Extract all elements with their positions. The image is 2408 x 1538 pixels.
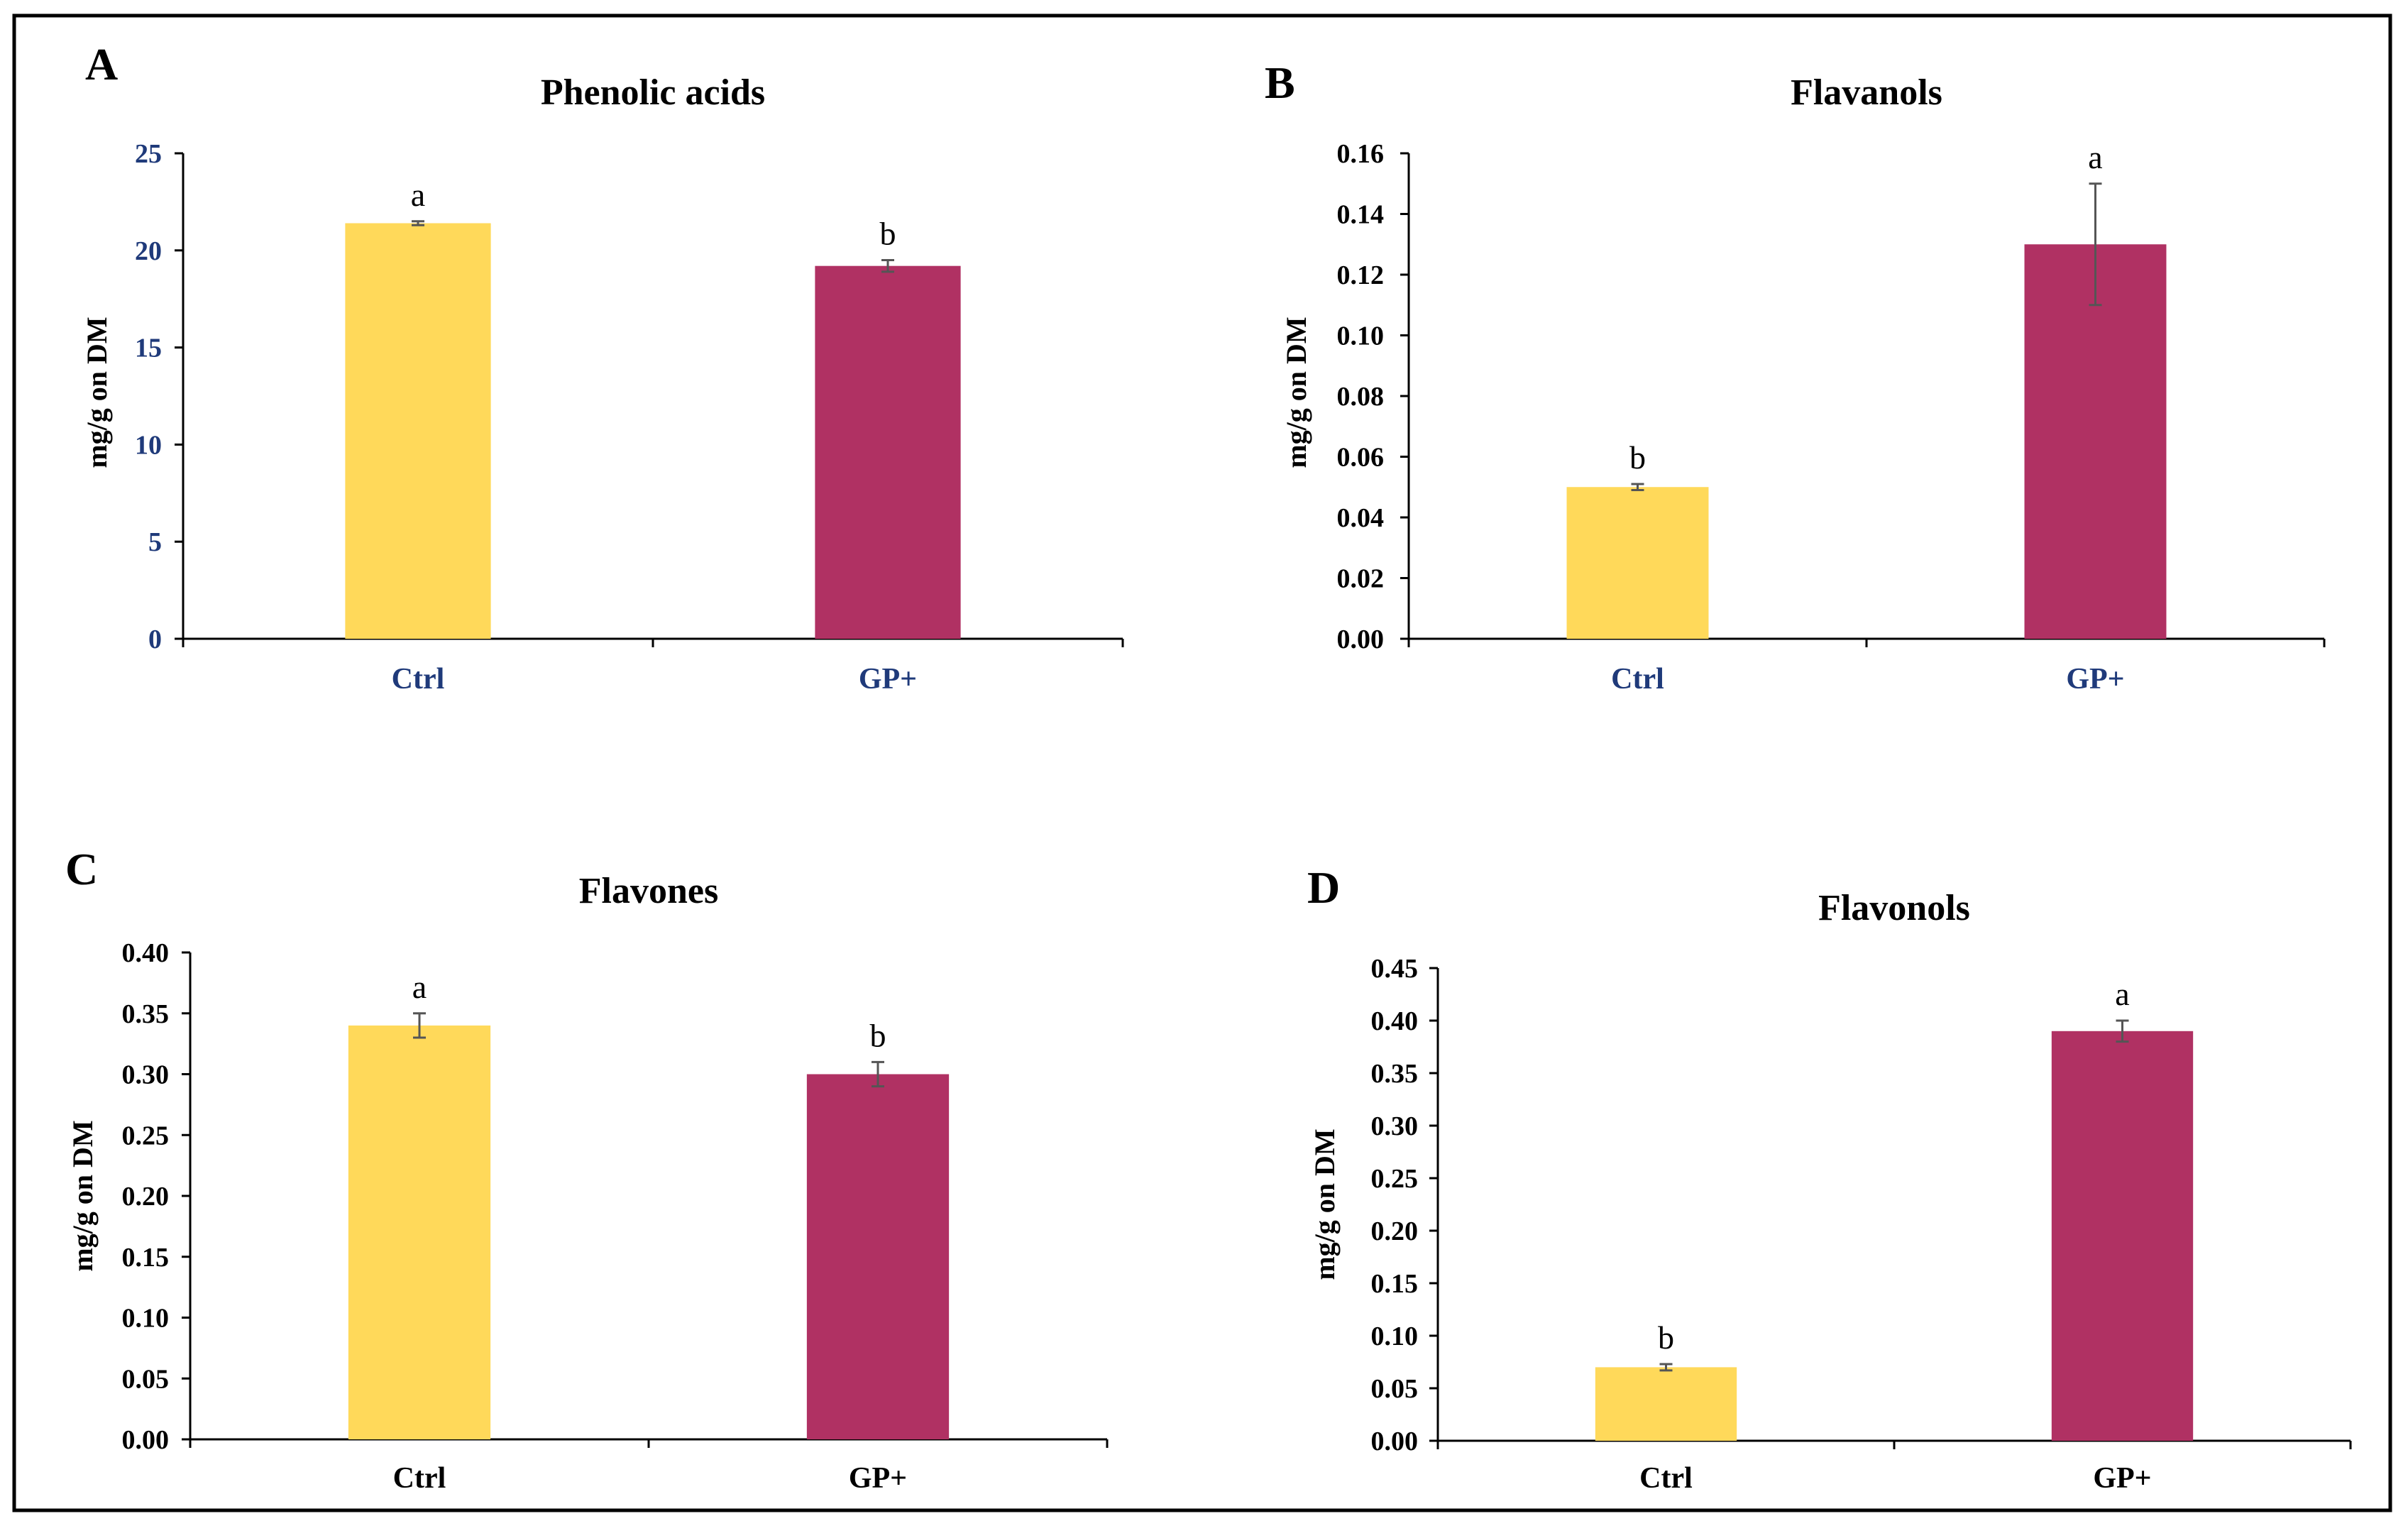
y-tick-label-a: 15 [135,334,162,363]
y-tick-label-d: 0.10 [1371,1322,1419,1351]
y-tick-label-c: 0.20 [122,1182,170,1212]
chart-title-d: Flavonols [1818,888,1970,928]
x-category-label-d: GP+ [2093,1462,2151,1495]
y-tick-label-b: 0.10 [1337,322,1385,351]
y-tick-label-b: 0.04 [1337,503,1385,533]
figure-border [12,13,2392,1512]
y-tick-label-c: 0.00 [122,1425,170,1455]
panel-c: C Flavones mg/g on DM 0.00 0.05 0.10 0.15 0.20 0… [65,844,1109,1495]
y-tick-label-d: 0.25 [1371,1164,1419,1194]
x-category-label-c: GP+ [849,1462,907,1495]
significance-letter-a: a [411,177,425,213]
y-tick-label-a: 10 [135,430,162,460]
significance-letter-c: a [412,969,427,1005]
y-axis-label-b: mg/g on DM [1280,317,1312,468]
panel-d: D Flavonols mg/g on DM 0.00 0.05 0.10 0.15 0.20… [1307,862,2352,1495]
panel-a: A Phenolic acids mg/g on DM 0 5 10 15 20 25 a Ctrl… [81,39,1124,696]
x-category-label-a: Ctrl [392,663,445,696]
bar-c-gp [806,1074,950,1439]
y-tick-label-b: 0.16 [1337,139,1385,169]
y-tick-label-d: 0.45 [1371,954,1419,984]
bar-a-ctrl [345,223,491,639]
y-tick-label-d: 0.00 [1371,1427,1419,1456]
panel-letter-d: D [1307,862,1340,913]
panel-letter-b: B [1265,57,1295,108]
y-tick-label-d: 0.15 [1371,1269,1419,1299]
chart-title-b: Flavanols [1791,72,1942,113]
significance-letter-b: a [2088,139,2102,175]
bar-b-ctrl [1566,487,1709,639]
y-tick-label-b: 0.14 [1337,200,1385,230]
y-tick-label-d: 0.40 [1371,1006,1419,1036]
bar-d-ctrl [1595,1367,1737,1441]
y-tick-label-a: 0 [148,625,162,654]
x-category-label-b: Ctrl [1611,663,1664,696]
y-tick-label-b: 0.00 [1337,625,1385,654]
y-tick-label-b: 0.02 [1337,564,1385,594]
y-tick-label-c: 0.35 [122,999,170,1029]
bar-d-gp [2051,1031,2194,1441]
y-tick-label-b: 0.06 [1337,443,1385,473]
significance-letter-c: b [870,1017,886,1053]
y-tick-label-d: 0.35 [1371,1059,1419,1089]
chart-title-a: Phenolic acids [541,72,765,113]
y-tick-label-c: 0.10 [122,1304,170,1334]
bar-b-gp [2024,244,2167,639]
chart-title-c: Flavones [579,871,718,911]
y-tick-label-d: 0.05 [1371,1374,1419,1404]
bar-a-gp [815,265,961,639]
x-category-label-b: GP+ [2066,663,2124,696]
bar-c-ctrl [348,1025,491,1439]
y-tick-label-b: 0.08 [1337,382,1385,412]
x-category-label-c: Ctrl [393,1462,446,1495]
x-category-label-a: GP+ [859,663,917,696]
significance-letter-d: a [2115,976,2129,1012]
significance-letter-a: b [880,215,896,251]
y-axis-label-a: mg/g on DM [81,317,113,468]
y-tick-label-a: 5 [148,527,162,557]
y-axis-label-d: mg/g on DM [1309,1128,1341,1280]
y-tick-label-c: 0.15 [122,1243,170,1273]
y-tick-label-c: 0.05 [122,1364,170,1394]
y-axis-label-c: mg/g on DM [67,1120,99,1271]
y-tick-label-a: 25 [135,139,162,169]
x-category-label-d: Ctrl [1639,1462,1693,1495]
y-tick-label-c: 0.25 [122,1121,170,1150]
panel-letter-a: A [85,39,118,89]
y-tick-label-d: 0.30 [1371,1111,1419,1141]
y-tick-label-c: 0.30 [122,1060,170,1090]
significance-letter-d: b [1658,1319,1674,1356]
panel-letter-c: C [65,844,98,894]
significance-letter-b: b [1629,439,1646,476]
panel-b: B Flavanols mg/g on DM 0.00 0.02 0.04 0.06 0.08… [1265,57,2326,696]
y-tick-label-c: 0.40 [122,938,170,968]
y-tick-label-d: 0.20 [1371,1216,1419,1246]
y-tick-label-b: 0.12 [1337,260,1385,290]
y-tick-label-a: 20 [135,236,162,266]
